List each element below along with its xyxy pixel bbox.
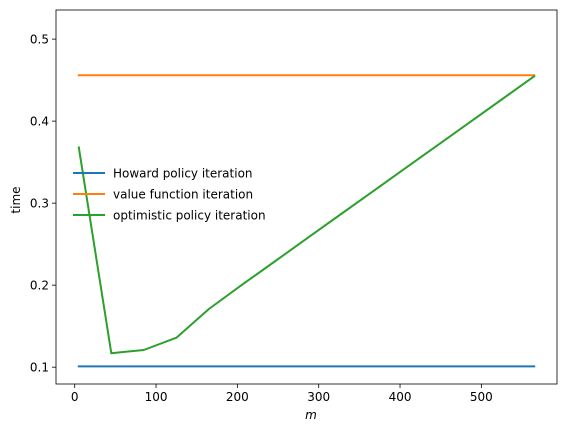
plot-frame [55, 9, 558, 385]
legend-label: Howard policy iteration [113, 167, 253, 181]
x-tick-label: 100 [145, 390, 168, 404]
series-lines [77, 74, 536, 368]
y-tick-label: 0.2 [30, 279, 49, 293]
y-tick-label: 0.3 [30, 197, 49, 211]
legend-label: optimistic policy iteration [113, 209, 266, 223]
y-tick-label: 0.1 [30, 361, 49, 375]
x-tick-label: 400 [389, 390, 412, 404]
x-axis: 0 100 200 300 400 500 [71, 384, 493, 404]
x-tick-label: 500 [470, 390, 493, 404]
y-axis: 0.1 0.2 0.3 0.4 0.5 [30, 33, 56, 375]
x-tick-label: 200 [226, 390, 249, 404]
y-axis-label: time [9, 186, 23, 213]
legend-label: value function iteration [113, 188, 253, 202]
x-tick-label: 0 [71, 390, 79, 404]
y-tick-label: 0.4 [30, 115, 49, 129]
y-tick-label: 0.5 [30, 33, 49, 47]
x-axis-label: m [305, 408, 317, 422]
x-tick-label: 300 [307, 390, 330, 404]
series-line-3 [77, 74, 536, 355]
legend: Howard policy iteration value function it… [73, 167, 266, 223]
